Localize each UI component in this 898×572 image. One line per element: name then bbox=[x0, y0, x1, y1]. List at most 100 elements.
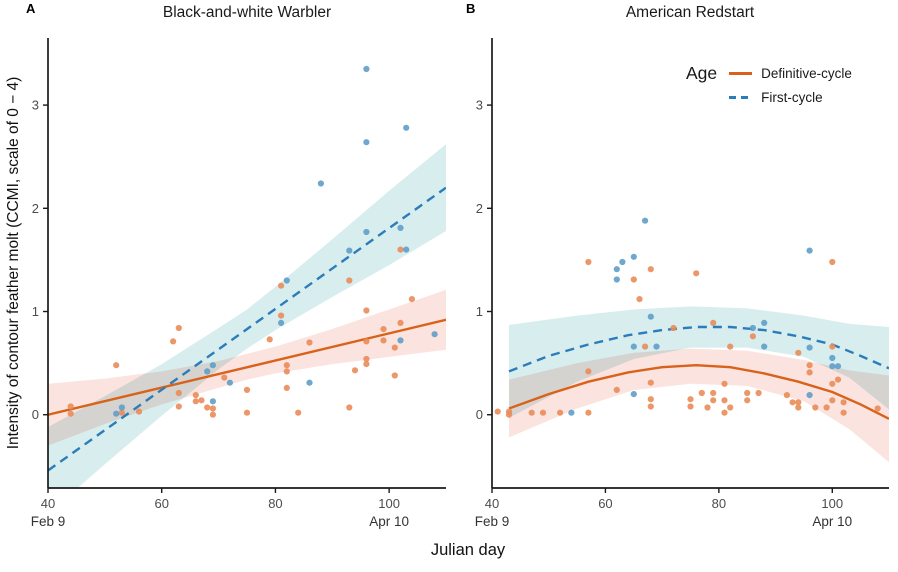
data-point-definitive-cycle bbox=[585, 409, 592, 416]
data-point-first-cycle bbox=[209, 362, 216, 369]
data-point-definitive-cycle bbox=[363, 361, 370, 368]
data-point-first-cycle bbox=[829, 363, 836, 370]
data-point-first-cycle bbox=[403, 246, 410, 253]
data-point-first-cycle bbox=[806, 392, 813, 399]
data-point-definitive-cycle bbox=[795, 349, 802, 356]
data-point-definitive-cycle bbox=[221, 374, 228, 381]
data-point-definitive-cycle bbox=[346, 277, 353, 284]
data-point-first-cycle bbox=[113, 410, 120, 417]
data-point-definitive-cycle bbox=[135, 408, 143, 415]
plot-area bbox=[494, 217, 889, 463]
data-point-definitive-cycle bbox=[783, 392, 790, 399]
data-point-definitive-cycle bbox=[346, 404, 353, 411]
y-tick-label: 0 bbox=[32, 407, 39, 422]
data-point-definitive-cycle bbox=[278, 282, 285, 289]
data-point-first-cycle bbox=[613, 276, 620, 283]
data-point-first-cycle bbox=[829, 354, 836, 362]
x-tick-label: 80 bbox=[712, 496, 726, 511]
data-point-definitive-cycle bbox=[505, 411, 513, 418]
data-point-definitive-cycle bbox=[539, 409, 547, 416]
data-point-first-cycle bbox=[761, 343, 768, 350]
data-point-first-cycle bbox=[619, 258, 626, 266]
data-point-first-cycle bbox=[363, 65, 370, 73]
data-point-definitive-cycle bbox=[744, 389, 751, 397]
data-point-definitive-cycle bbox=[528, 409, 535, 416]
data-point-first-cycle bbox=[761, 319, 768, 326]
data-point-first-cycle bbox=[397, 224, 404, 231]
data-point-first-cycle bbox=[283, 277, 290, 284]
data-point-first-cycle bbox=[226, 379, 233, 386]
data-point-first-cycle bbox=[403, 124, 410, 131]
y-tick-label: 1 bbox=[476, 304, 483, 319]
data-point-definitive-cycle bbox=[721, 380, 728, 387]
x-axis-label: Julian day bbox=[430, 541, 506, 559]
legend-label-definitive-cycle: Definitive-cycle bbox=[761, 65, 852, 81]
data-point-first-cycle bbox=[630, 391, 637, 398]
data-point-definitive-cycle bbox=[795, 399, 802, 406]
data-point-definitive-cycle bbox=[397, 246, 404, 253]
data-point-definitive-cycle bbox=[710, 397, 717, 404]
panel-a-plot: 40 Feb 9 60 80 100 Apr 10 0 1 2 3 bbox=[31, 38, 446, 529]
data-point-definitive-cycle bbox=[209, 411, 216, 418]
data-point-definitive-cycle bbox=[306, 339, 313, 346]
data-point-definitive-cycle bbox=[380, 326, 387, 333]
data-point-definitive-cycle bbox=[806, 369, 813, 376]
data-point-definitive-cycle bbox=[67, 410, 74, 417]
data-point-definitive-cycle bbox=[829, 343, 836, 350]
data-point-definitive-cycle bbox=[380, 337, 387, 344]
data-point-first-cycle bbox=[613, 266, 620, 273]
data-point-first-cycle bbox=[204, 368, 211, 375]
x-tick-label: 100 bbox=[821, 496, 843, 511]
data-point-definitive-cycle bbox=[693, 270, 700, 277]
trend-line-first-cycle bbox=[48, 186, 446, 472]
panel-a-letter: A bbox=[26, 1, 36, 16]
x-date-label: Feb 9 bbox=[475, 514, 510, 529]
data-point-definitive-cycle bbox=[363, 307, 370, 314]
x-tick-label: 40 bbox=[485, 496, 499, 511]
data-point-definitive-cycle bbox=[812, 404, 819, 411]
panel-b-plot: 40 Feb 9 60 80 100 Apr 10 0 1 2 3 bbox=[475, 38, 889, 529]
data-point-definitive-cycle bbox=[204, 404, 211, 411]
data-point-definitive-cycle bbox=[557, 409, 564, 416]
data-point-first-cycle bbox=[806, 247, 813, 254]
plot-area bbox=[48, 65, 446, 488]
data-point-definitive-cycle bbox=[585, 368, 592, 375]
data-point-definitive-cycle bbox=[351, 367, 359, 374]
data-point-definitive-cycle bbox=[710, 319, 717, 326]
data-point-definitive-cycle bbox=[829, 397, 836, 404]
confidence-band-first-cycle bbox=[509, 306, 889, 418]
first-cycle-line-swatch-icon bbox=[729, 95, 753, 99]
x-date-label: Apr 10 bbox=[812, 514, 852, 529]
data-point-definitive-cycle bbox=[840, 409, 847, 416]
data-point-first-cycle bbox=[306, 379, 313, 386]
data-point-first-cycle bbox=[630, 343, 637, 350]
data-point-definitive-cycle bbox=[806, 362, 813, 369]
data-point-first-cycle bbox=[431, 331, 438, 338]
data-point-first-cycle bbox=[834, 363, 842, 370]
data-point-definitive-cycle bbox=[727, 404, 734, 411]
data-point-definitive-cycle bbox=[209, 405, 216, 412]
data-point-first-cycle bbox=[363, 139, 370, 146]
x-tick-label: 60 bbox=[598, 496, 612, 511]
legend: Age Definitive-cycle First-cycle bbox=[686, 62, 852, 108]
trend-line-first-cycle bbox=[508, 325, 889, 373]
data-point-definitive-cycle bbox=[391, 344, 398, 351]
data-point-definitive-cycle bbox=[789, 399, 796, 406]
data-point-first-cycle bbox=[630, 253, 637, 260]
data-point-definitive-cycle bbox=[829, 380, 836, 387]
data-point-definitive-cycle bbox=[266, 336, 273, 343]
data-point-definitive-cycle bbox=[283, 362, 290, 369]
data-point-definitive-cycle bbox=[710, 389, 717, 397]
data-point-definitive-cycle bbox=[278, 312, 285, 319]
data-point-first-cycle bbox=[363, 228, 370, 236]
data-point-definitive-cycle bbox=[118, 409, 125, 416]
data-point-definitive-cycle bbox=[630, 276, 637, 283]
data-point-definitive-cycle bbox=[795, 404, 802, 411]
data-point-definitive-cycle bbox=[647, 403, 654, 410]
x-tick-label: 80 bbox=[268, 496, 282, 511]
data-point-definitive-cycle bbox=[721, 397, 728, 404]
trend-line-definitive-cycle bbox=[48, 318, 446, 416]
x-tick-label: 100 bbox=[378, 496, 400, 511]
data-point-definitive-cycle bbox=[840, 399, 847, 406]
